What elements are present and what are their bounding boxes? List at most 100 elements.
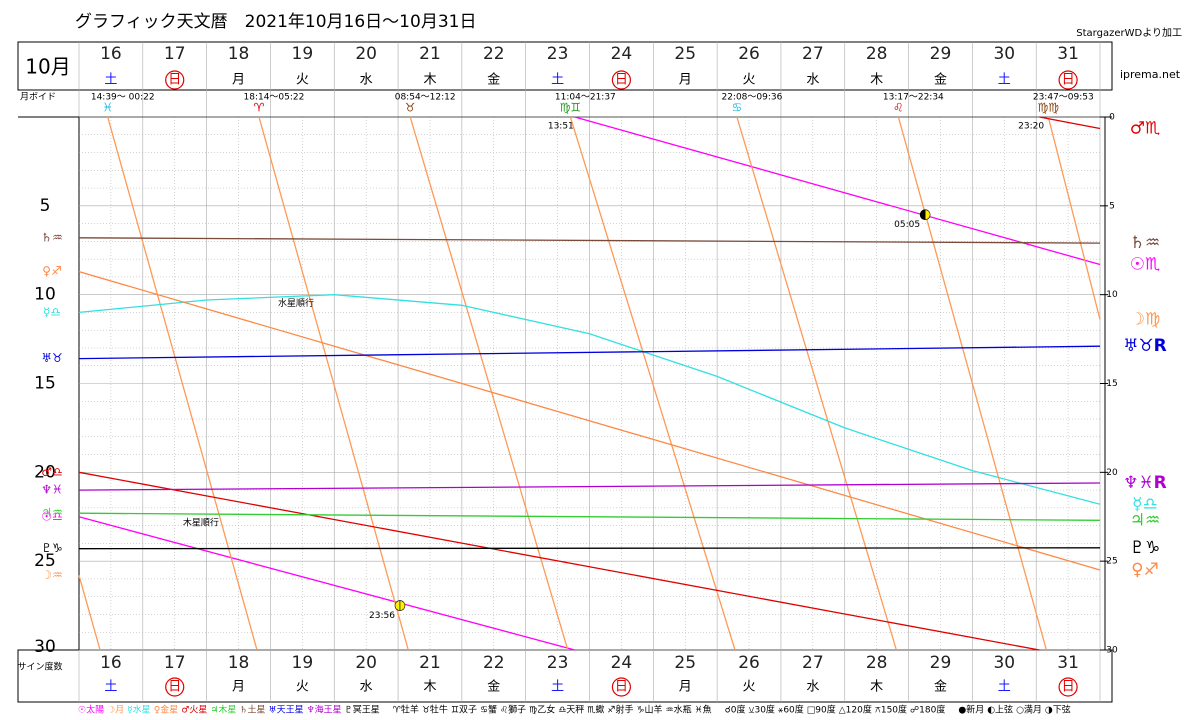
- month-label: 10月: [25, 55, 70, 79]
- void-time: 13:17～22:34: [883, 93, 944, 103]
- left-label: ♆♓: [41, 483, 63, 497]
- day-label: 24: [611, 653, 633, 673]
- planet-line: [78, 237, 1101, 244]
- weekday-label: 金: [934, 679, 947, 695]
- void-sign: ♓: [102, 101, 113, 115]
- day-label: 20: [355, 44, 377, 64]
- y-tick-label-left: 25: [34, 551, 56, 571]
- y-tick-label-left: 20: [34, 462, 56, 482]
- legend-entry: ♃木星: [210, 704, 236, 716]
- right-label: ☿♎: [1132, 494, 1158, 514]
- left-label: ♇♑: [41, 541, 63, 555]
- legend-sign: ♊双子: [451, 705, 477, 716]
- holiday-circle: [611, 70, 632, 90]
- y-tick-label-left: 10: [34, 285, 56, 305]
- day-label: 27: [802, 653, 824, 673]
- day-label: 17: [164, 653, 186, 673]
- day-label: 19: [292, 653, 314, 673]
- phase-right: [924, 209, 931, 221]
- legend-sign: ♈牡羊: [393, 704, 419, 716]
- planet-line: [78, 116, 1101, 651]
- day-label: 18: [228, 44, 250, 64]
- phase-left: [919, 209, 926, 221]
- legend-phase: ◑下弦: [1045, 704, 1071, 716]
- right-label: ♅♉R: [1123, 336, 1167, 356]
- day-label: 18: [228, 653, 250, 673]
- legend-entry: ♄土星: [239, 704, 265, 716]
- legend-sign: ♓魚: [695, 704, 712, 716]
- void-time: 18:14～05:22: [244, 93, 305, 103]
- legend-sign: ♒水瓶: [666, 704, 692, 716]
- weekday-label: 木: [870, 680, 883, 695]
- legend-sign: ♋蟹: [480, 704, 497, 716]
- void-sign: ♈: [254, 101, 265, 115]
- void-sign: ♋: [732, 101, 743, 115]
- weekday-label: 月: [232, 73, 245, 88]
- void-time: 22:08～09:36: [721, 93, 782, 103]
- legend-sign: ♉牡牛: [422, 704, 448, 716]
- y-tick-label-right: 0: [1109, 113, 1115, 123]
- right-label: ♂♏: [1130, 119, 1160, 139]
- weekday-label: 日: [1062, 680, 1075, 695]
- weekday-label: 木: [870, 73, 883, 88]
- legend-sign: ♏蠍: [587, 704, 604, 716]
- left-label: ♅♉: [41, 351, 63, 365]
- source-note: StargazerWDより加工: [1076, 27, 1182, 39]
- header-frame: [17, 41, 1113, 91]
- weekday-label: 日: [168, 680, 181, 695]
- annotation: 水星順行: [278, 297, 314, 309]
- day-label: 21: [419, 44, 441, 64]
- phase-time: 23:56: [369, 611, 395, 621]
- holiday-circle: [1058, 677, 1078, 697]
- void-sign: ♍♍: [1038, 101, 1060, 115]
- day-label: 24: [611, 44, 633, 64]
- weekday-label: 日: [615, 680, 628, 695]
- left-label: ♂♎: [41, 465, 63, 479]
- day-label: 22: [483, 44, 505, 64]
- legend-sign: ♍乙女: [529, 704, 555, 716]
- holiday-circle: [165, 70, 185, 90]
- day-label: 19: [292, 44, 314, 64]
- legend-aspect: ⚺30度: [748, 704, 774, 716]
- phase-right: [399, 600, 406, 611]
- weekday-label: 水: [360, 680, 373, 695]
- day-label: 29: [930, 44, 952, 64]
- planet-line: [78, 547, 1101, 550]
- weekday-label: 火: [743, 73, 756, 88]
- weekday-label: 火: [296, 680, 309, 695]
- legend-aspect: ☍180度: [910, 704, 945, 716]
- left-label: ☿♎: [43, 305, 61, 319]
- day-label: 21: [419, 653, 441, 673]
- weekday-label: 木: [423, 73, 436, 88]
- day-label: 20: [355, 653, 377, 673]
- legend-aspect: △120度: [839, 704, 872, 716]
- planet-line: [78, 270, 1101, 571]
- left-label: ♀♐: [42, 264, 62, 278]
- day-label: 28: [866, 653, 888, 673]
- day-label: 27: [802, 44, 824, 64]
- weekday-label: 水: [806, 680, 819, 695]
- planet-line: [78, 512, 1101, 521]
- legend-sign: ♎天秤: [558, 705, 584, 716]
- void-time: 08:54～12:12: [395, 93, 456, 103]
- right-label: ♆♓R: [1123, 473, 1167, 493]
- right-label: ♇♑: [1130, 538, 1160, 558]
- day-label: 16: [100, 653, 122, 673]
- legend-aspect: □90度: [807, 704, 836, 716]
- day-label: 16: [100, 44, 122, 64]
- weekday-label: 土: [104, 73, 117, 88]
- weekday-label: 日: [168, 73, 181, 88]
- weekday-label: 日: [1062, 73, 1075, 88]
- planet-line: [78, 116, 1101, 651]
- weekday-label: 金: [934, 72, 947, 88]
- legend-entry: ♆海王星: [307, 704, 342, 716]
- holiday-circle: [165, 677, 185, 697]
- weekday-label: 月: [232, 680, 245, 695]
- void-label: 月ボイド: [20, 92, 56, 103]
- weekday-label: 火: [296, 73, 309, 88]
- void-sign: ♌: [893, 101, 904, 115]
- left-label: ♃♒: [41, 506, 63, 520]
- day-label: 17: [164, 44, 186, 64]
- day-label: 29: [930, 653, 952, 673]
- day-label: 25: [674, 44, 696, 64]
